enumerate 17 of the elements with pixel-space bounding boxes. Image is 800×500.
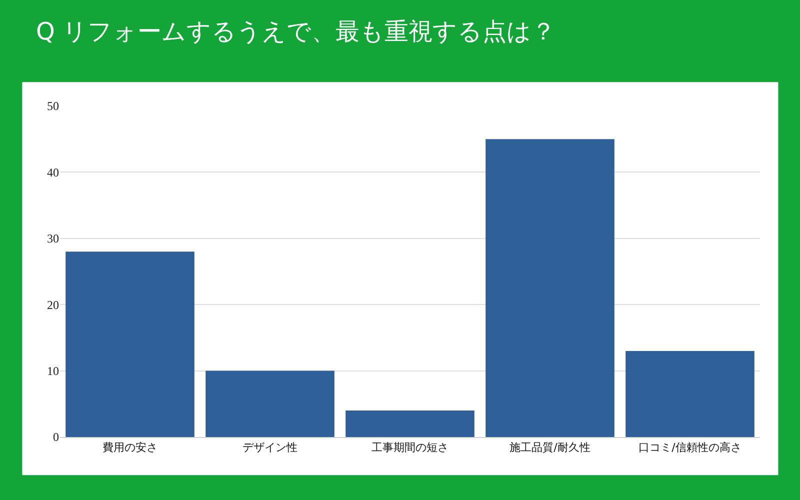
y-tick-label: 30 xyxy=(47,232,59,246)
y-tick-label: 10 xyxy=(47,364,59,378)
chart-title: Q リフォームするうえで、最も重視する点は？ xyxy=(36,17,556,46)
y-tick-label: 20 xyxy=(47,298,59,312)
bar xyxy=(66,252,194,437)
y-tick-label: 40 xyxy=(47,165,59,180)
bar xyxy=(346,410,474,437)
x-tick-label: 施工品質/耐久性 xyxy=(510,441,590,454)
y-tick-label: 50 xyxy=(47,99,59,114)
bar xyxy=(206,370,334,437)
bar xyxy=(626,350,754,437)
x-tick-label: 費用の安さ xyxy=(102,441,158,454)
x-tick-label: デザイン性 xyxy=(242,441,298,454)
y-tick-label: 0 xyxy=(53,430,59,444)
x-tick-label: 工事期間の短さ xyxy=(372,441,448,454)
bar xyxy=(486,139,614,437)
x-tick-label: 口コミ/信頼性の高さ xyxy=(638,441,742,454)
